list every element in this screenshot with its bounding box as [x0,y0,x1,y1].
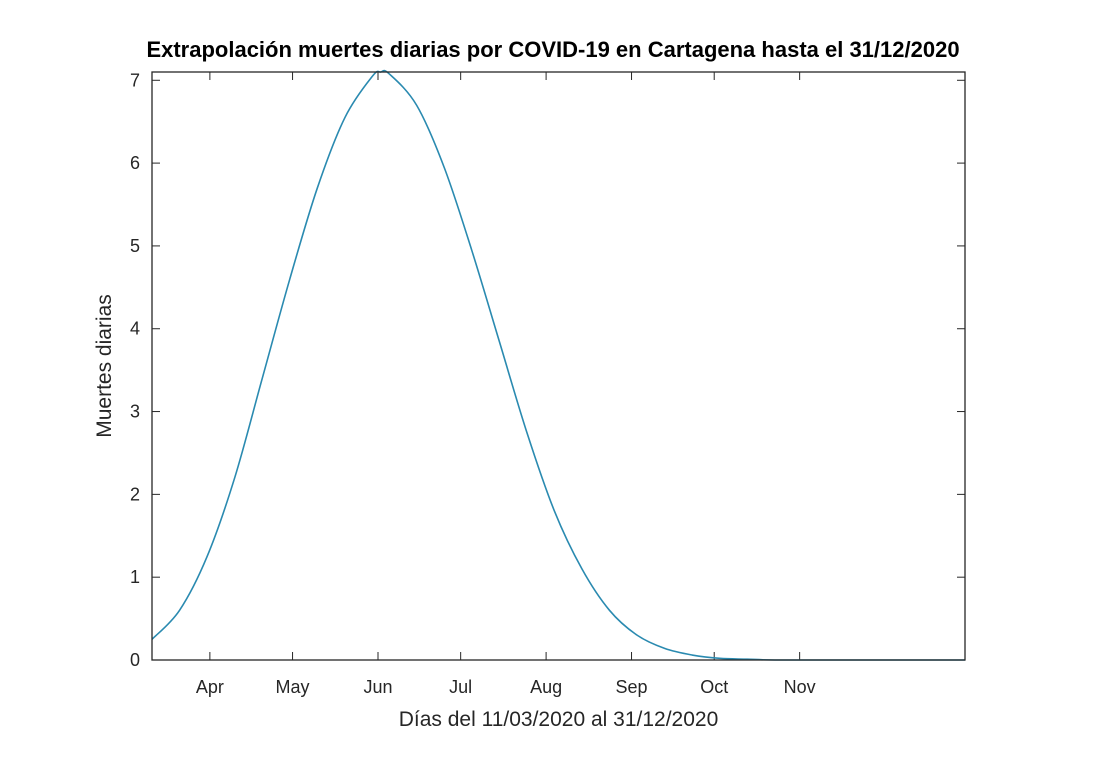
plot-frame [151,71,966,661]
y-tick-label: 2 [130,484,140,504]
y-tick-label: 6 [130,153,140,173]
series-line [151,69,965,661]
x-tick-label: May [276,677,310,697]
y-tick-label: 7 [130,70,140,90]
y-tick-label: 0 [130,650,140,670]
x-tick-label: Aug [530,677,562,697]
y-axis-ticks: 0 1 2 3 4 5 6 7 [130,70,965,670]
x-tick-label: Sep [616,677,648,697]
chart-title: Extrapolación muertes diarias por COVID-… [146,37,959,62]
plot-area [152,72,965,660]
y-tick-label: 3 [130,402,140,422]
x-tick-label: Jul [449,677,472,697]
y-tick-label: 5 [130,236,140,256]
x-tick-label: Nov [784,677,816,697]
x-axis-ticks: Apr May Jun Jul Aug Sep Oct Nov [196,72,816,697]
y-tick-label: 1 [130,567,140,587]
x-tick-label: Apr [196,677,224,697]
x-tick-label: Jun [363,677,392,697]
y-tick-label: 4 [130,319,140,339]
x-tick-label: Oct [700,677,728,697]
x-axis-label: Días del 11/03/2020 al 31/12/2020 [399,708,719,731]
y-axis-label: Muertes diarias [93,294,116,438]
